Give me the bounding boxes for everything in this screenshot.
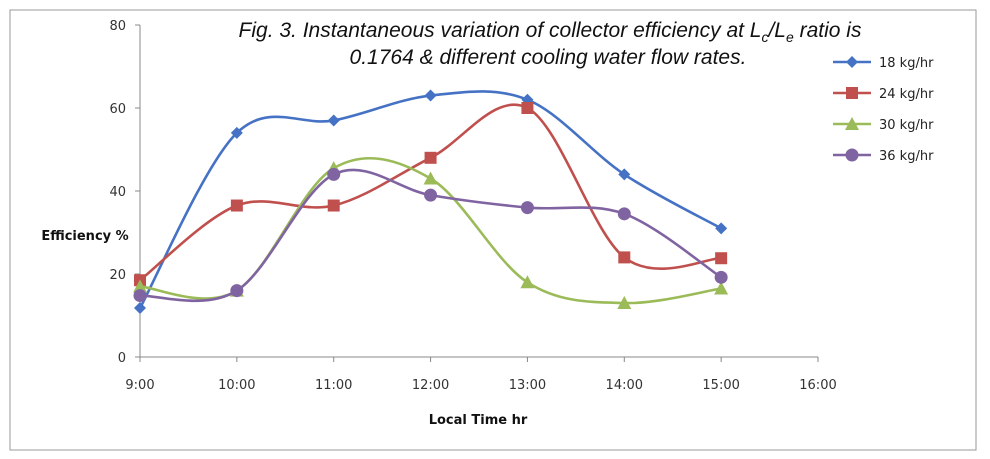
data-point <box>521 102 534 114</box>
x-tick-label: 9:00 <box>125 378 154 393</box>
legend-label: 30 kg/hr <box>879 118 934 133</box>
legend-marker <box>845 117 859 130</box>
data-point <box>133 279 147 293</box>
x-tick-label: 16:00 <box>799 378 836 393</box>
x-tick-label: 10:00 <box>218 378 255 393</box>
series-4 <box>133 167 728 303</box>
legend-marker <box>845 148 859 162</box>
chart-title-line-1: Fig. 3. Instantaneous variation of colle… <box>239 19 862 45</box>
y-axis-title: Efficiency % <box>41 229 128 244</box>
series-3 <box>133 156 729 310</box>
legend-entry: 30 kg/hr <box>833 117 934 133</box>
data-point <box>134 302 146 315</box>
x-axis-title: Local Time hr <box>429 413 528 428</box>
x-tick-label: 11:00 <box>315 378 352 393</box>
series-1 <box>134 89 728 315</box>
legend-label: 36 kg/hr <box>879 149 934 164</box>
data-point <box>424 188 438 202</box>
legend-entry: 36 kg/hr <box>833 148 934 164</box>
x-tick-label: 14:00 <box>606 378 643 393</box>
y-tick-label: 60 <box>109 102 126 117</box>
legend-entry: 18 kg/hr <box>833 56 934 71</box>
data-point <box>327 199 340 212</box>
legend: 18 kg/hr 24 kg/hr 30 kg/hr 36 kg/hr <box>833 56 934 164</box>
data-point <box>230 126 243 139</box>
data-point <box>327 114 340 127</box>
legend-label: 18 kg/hr <box>879 56 934 71</box>
data-point <box>617 296 632 310</box>
data-point <box>424 89 437 102</box>
data-point <box>714 281 729 295</box>
data-point <box>423 171 438 185</box>
y-tick-label: 0 <box>118 351 126 366</box>
data-point <box>618 251 631 264</box>
chart-border <box>9 9 977 451</box>
data-point <box>230 284 244 298</box>
data-point <box>715 222 728 235</box>
y-tick-label: 40 <box>109 185 126 200</box>
data-point <box>133 289 147 303</box>
chart-title-line-2: 0.1764 & different cooling water flow ra… <box>350 46 747 69</box>
legend-marker <box>846 56 858 68</box>
y-tick-label: 80 <box>109 19 126 34</box>
x-tick-label: 15:00 <box>702 378 739 393</box>
data-point <box>520 275 535 289</box>
data-point <box>617 207 631 221</box>
axes: 0 20 40 60 80 9:00 10:00 11:00 12:00 13:00 14:00 15… <box>109 19 836 393</box>
x-tick-label: 12:00 <box>412 378 449 393</box>
x-tick-label: 13:00 <box>509 378 546 393</box>
legend-entry: 24 kg/hr <box>833 87 934 102</box>
data-point <box>520 201 534 215</box>
data-point <box>424 151 437 164</box>
data-point <box>230 199 243 212</box>
data-point <box>715 252 728 265</box>
series-layer <box>133 89 729 315</box>
y-tick-label: 20 <box>109 268 126 283</box>
legend-marker <box>846 87 858 99</box>
data-point <box>714 270 728 284</box>
data-point <box>327 167 341 181</box>
data-point <box>618 168 631 181</box>
legend-label: 24 kg/hr <box>879 87 934 102</box>
